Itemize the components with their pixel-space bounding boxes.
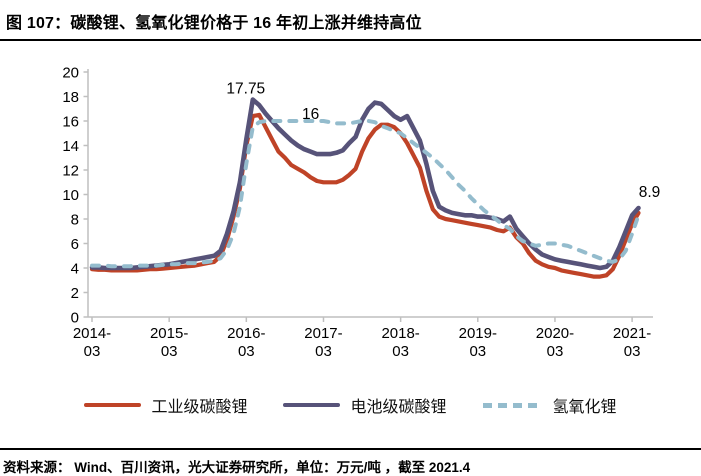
y-tick-label: 10: [62, 187, 79, 204]
source-note: 资料来源： Wind、百川资讯，光大证券研究所，单位：万元/吨 ，截至 2021…: [0, 448, 701, 476]
series-line-hydroxide: [90, 119, 641, 269]
y-tick-label: 16: [62, 114, 79, 131]
y-tick-label: 12: [62, 163, 79, 180]
x-tick-label: 2017-03: [304, 325, 342, 360]
annotation-label: 8.9: [639, 184, 661, 201]
y-tick-label: 6: [71, 236, 79, 253]
x-tick-label: 2019-03: [459, 325, 497, 360]
x-tick-label: 2021-03: [613, 325, 651, 360]
y-tick-label: 0: [71, 310, 79, 327]
price-chart: 0 2 4 6 8 10 12 14 16 18 20 2014-03 2015-03 2016-03 20…: [62, 65, 661, 361]
legend-item-hydroxide: 氢氧化锂: [482, 393, 617, 417]
legend-label: 电池级碳酸锂: [350, 399, 447, 416]
x-tick-label: 2015-03: [150, 325, 188, 360]
dashed-line-swatch: [482, 402, 543, 408]
annotation-label: 17.75: [226, 81, 265, 98]
x-tick-label: 2016-03: [227, 325, 265, 360]
solid-line-swatch: [283, 402, 341, 408]
x-tick-label: 2014-03: [73, 325, 111, 360]
legend-item-battery: 电池级碳酸锂: [283, 393, 447, 417]
x-tick-label: 2018-03: [381, 325, 419, 360]
y-tick-label: 20: [62, 65, 79, 82]
x-tick-label: 2020-03: [536, 325, 574, 360]
series-line-industrial: [89, 112, 641, 279]
y-tick-label: 4: [71, 261, 79, 278]
figure-title: 图 107：碳酸锂、氢氧化锂价格于 16 年初上涨并维持高位: [0, 0, 701, 41]
legend-label: 工业级碳酸锂: [151, 399, 248, 416]
y-tick-label: 14: [62, 138, 79, 155]
y-tick-label: 18: [62, 89, 79, 106]
legend-item-industrial: 工业级碳酸锂: [84, 393, 247, 417]
legend-label: 氢氧化锂: [552, 399, 617, 416]
solid-line-swatch: [84, 402, 142, 408]
y-tick-label: 8: [71, 212, 79, 229]
annotation-label: 16: [302, 106, 319, 123]
y-tick-label: 2: [71, 285, 79, 302]
chart-legend: 工业级碳酸锂 电池级碳酸锂 氢氧化锂: [0, 393, 701, 417]
series-line-battery: [89, 97, 641, 271]
